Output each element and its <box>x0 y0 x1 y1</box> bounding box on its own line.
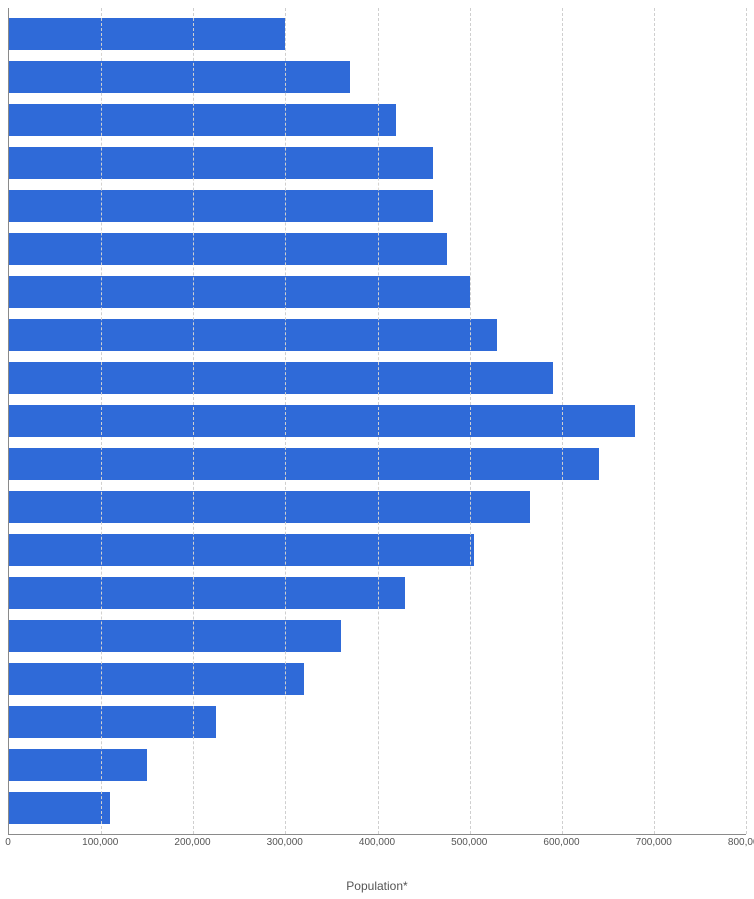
gridline <box>193 8 194 834</box>
gridline <box>101 8 102 834</box>
bar <box>9 663 304 695</box>
x-tick-label: 800,000 <box>728 837 754 848</box>
bar <box>9 104 396 136</box>
x-tick-label: 600,000 <box>543 837 579 848</box>
bar <box>9 749 147 781</box>
x-tick-label: 200,000 <box>174 837 210 848</box>
bar <box>9 276 470 308</box>
x-tick-label: 400,000 <box>359 837 395 848</box>
plot-area <box>8 8 746 835</box>
bar <box>9 362 553 394</box>
x-tick-label: 300,000 <box>267 837 303 848</box>
gridline <box>562 8 563 834</box>
bar <box>9 405 635 437</box>
bar <box>9 190 433 222</box>
bar <box>9 233 447 265</box>
gridline <box>746 8 747 834</box>
gridline <box>654 8 655 834</box>
bar <box>9 448 599 480</box>
bar <box>9 577 405 609</box>
bar <box>9 491 530 523</box>
chart-container: 0 100,000 200,000 300,000 400,000 500,000 600,… <box>8 8 746 859</box>
bar <box>9 18 285 50</box>
bar <box>9 61 350 93</box>
x-tick-label: 100,000 <box>82 837 118 848</box>
x-axis: 0 100,000 200,000 300,000 400,000 500,000 600,… <box>8 835 746 859</box>
bar <box>9 534 474 566</box>
bar <box>9 319 497 351</box>
gridline <box>285 8 286 834</box>
x-axis-label: Population* <box>0 879 754 893</box>
x-tick-label: 500,000 <box>451 837 487 848</box>
bar <box>9 620 341 652</box>
gridline <box>470 8 471 834</box>
bar <box>9 147 433 179</box>
x-tick-label: 0 <box>5 837 11 848</box>
bar <box>9 706 216 738</box>
bar <box>9 792 110 824</box>
x-tick-label: 700,000 <box>636 837 672 848</box>
gridline <box>378 8 379 834</box>
